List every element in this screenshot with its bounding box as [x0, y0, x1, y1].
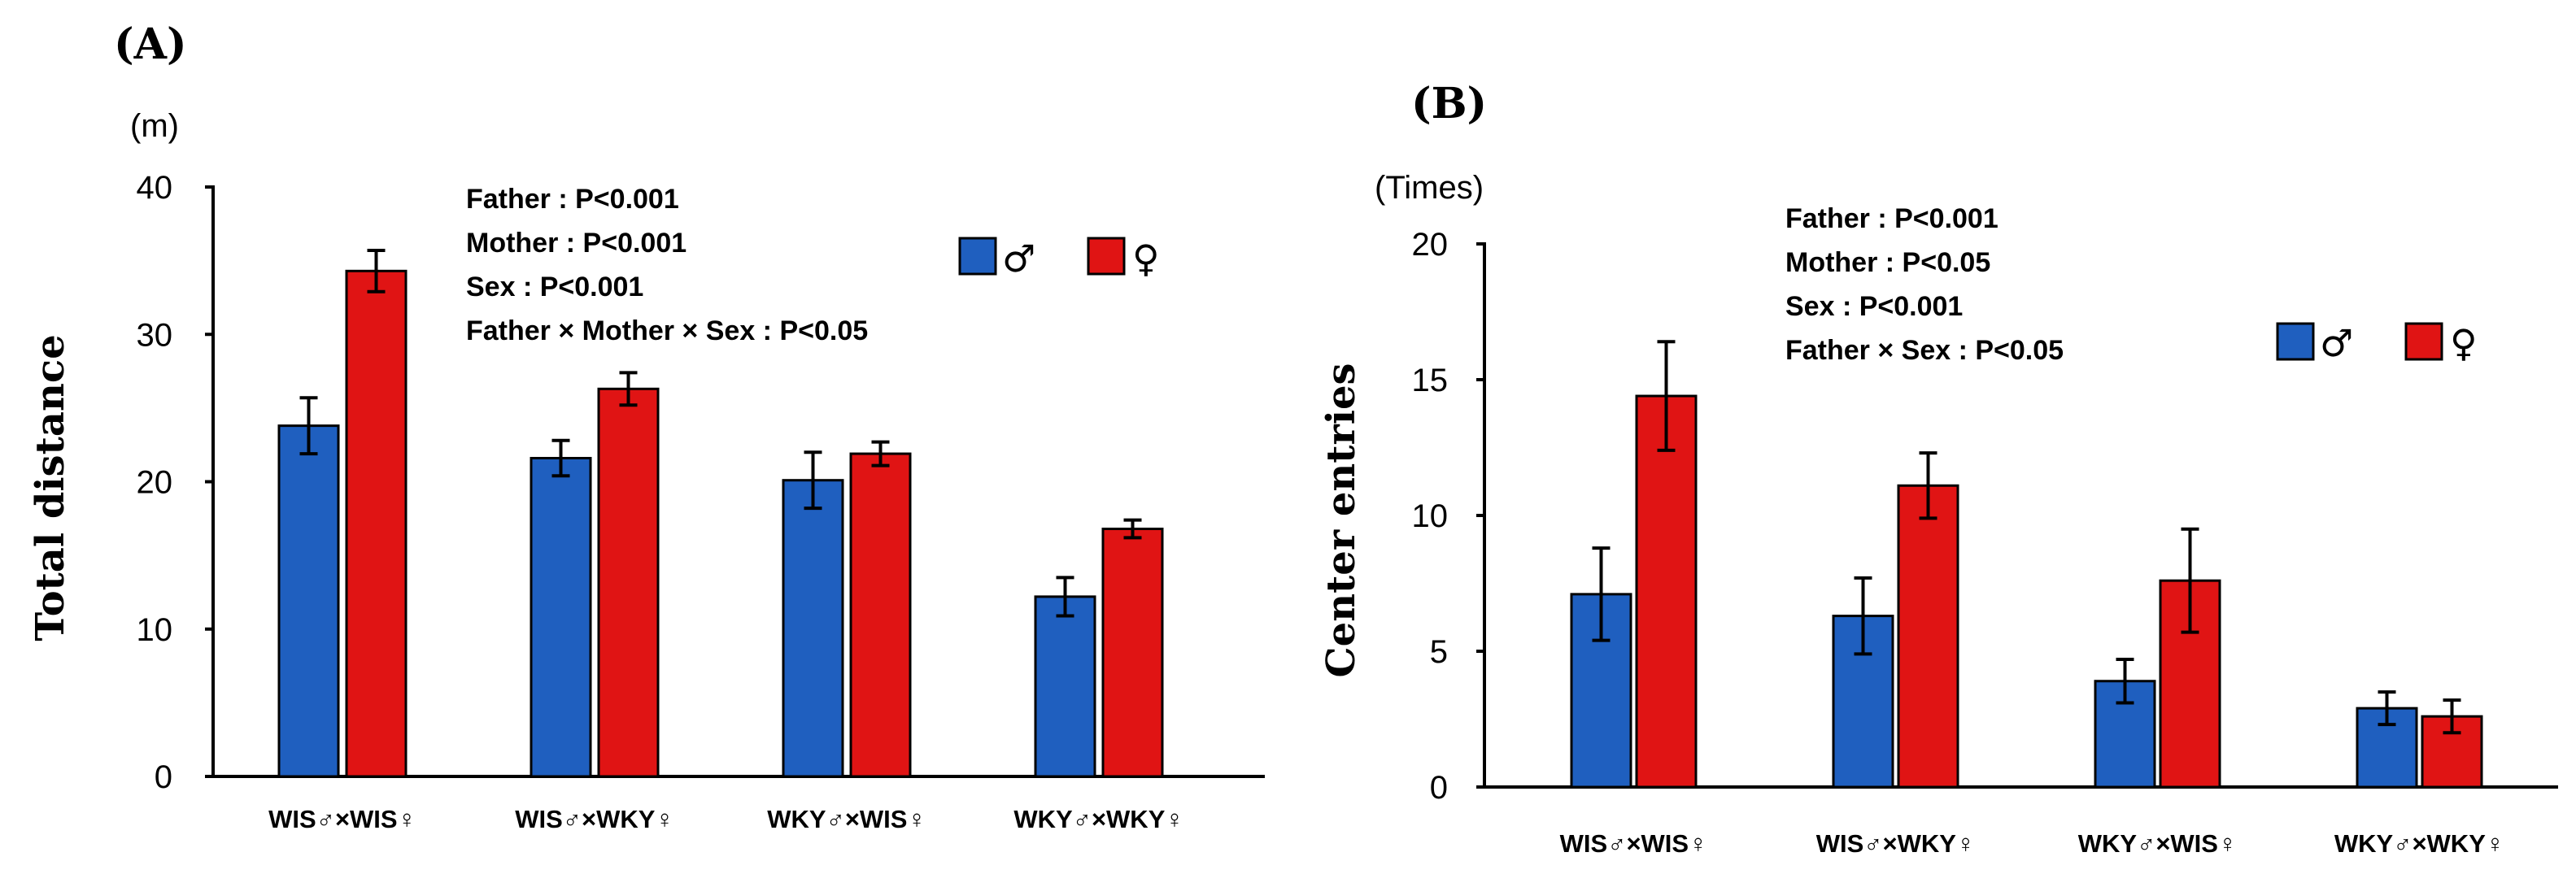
panel-a-error-bar-male	[551, 438, 570, 478]
panel-b-error-bar-male	[1592, 546, 1611, 642]
panel-a-y-tick-label: 40	[137, 170, 173, 206]
panel-b-bar-female	[1897, 484, 1959, 789]
panel-b-legend-male-swatch	[2276, 322, 2315, 361]
panel-b-error-bar-male	[2378, 690, 2396, 727]
panel-a-bar-female	[1101, 528, 1164, 778]
panel-a-legend-male-label: ♂	[1002, 237, 1035, 280]
panel-b-legend-female-label: ♀	[2450, 321, 2478, 365]
panel-a-category-label: WIS♂×WIS♀	[268, 805, 416, 833]
panel-a-error-bar-female	[367, 248, 386, 294]
panel-a-error-bar-female	[871, 440, 890, 467]
panel-b-error-bar-female	[2443, 698, 2461, 735]
panel-a-stat-father: Father : P<0.001	[466, 184, 679, 215]
panel-b-y-tick-label: 0	[1430, 770, 1448, 806]
panel-b-error-bar-female	[1919, 451, 1937, 520]
panel-b-error-bar-female	[2181, 527, 2199, 634]
panel-a-error-bar-female	[1123, 518, 1142, 540]
panel-a-y-tick-label: 20	[137, 465, 173, 501]
panel-a-y-tick-label: 0	[155, 759, 172, 795]
panel-a-plot-area: 0 10 20 30 40 WIS♂×WIS♀ WIS♂×WKY♀ WKY♂×WIS♀ WKY♂…	[137, 170, 1265, 833]
panel-b-stat-sex: Sex : P<0.001	[1785, 291, 1963, 322]
panel-b-category-label: WIS♂×WKY♀	[1816, 829, 1975, 858]
panel-b-stat-mother: Mother : P<0.05	[1785, 247, 1990, 278]
panel-a-unit-label: (m)	[130, 108, 179, 144]
panel-a-bar-male	[277, 424, 340, 778]
panel-b-bar-female	[1635, 394, 1698, 789]
panel-b-legend: ♂ ♀	[2276, 321, 2478, 365]
panel-b-y-tick-label: 5	[1430, 634, 1448, 670]
panel-b-stat-interaction: Father × Sex : P<0.05	[1785, 335, 2064, 366]
panel-b-error-bar-female	[1657, 340, 1676, 452]
panel-a-legend-female-swatch	[1087, 237, 1126, 276]
panel-a-y-tick-label: 30	[137, 317, 173, 353]
panel-a-legend: ♂ ♀	[958, 237, 1160, 280]
panel-a-error-bar-female	[619, 371, 638, 407]
panel-a-error-bar-male	[1056, 576, 1074, 618]
panel-a-y-tick-label: 10	[137, 612, 173, 648]
panel-b-y-tick-label: 15	[1412, 363, 1449, 398]
panel-a-bar-female	[345, 269, 408, 778]
panel-a-stats: Father : P<0.001 Mother : P<0.001 Sex : …	[466, 184, 868, 346]
panel-a-stat-sex: Sex : P<0.001	[466, 272, 643, 302]
panel-a-bar-female	[597, 387, 660, 778]
panel-a-legend-female-label: ♀	[1132, 237, 1160, 280]
panel-a-bar-female	[849, 452, 912, 778]
panel-a-error-bar-male	[804, 450, 822, 511]
panel-a-category-label: WKY♂×WIS♀	[767, 805, 926, 833]
panel-b-legend-female-swatch	[2404, 322, 2443, 361]
panel-a-bar-male	[1034, 595, 1096, 778]
panel-b-category-label: WIS♂×WIS♀	[1560, 829, 1708, 858]
panel-b-plot-area: 0 5 10 15 20 WIS♂×WIS♀ WIS♂×WKY♀ WKY♂×WIS♀ WKY♂×…	[1412, 227, 2558, 858]
panel-b-chart: (B) (Times) Center entries Father : P<0.…	[1319, 79, 2558, 858]
panel-a-category-label: WKY♂×WKY♀	[1013, 805, 1183, 833]
panel-a-stat-interaction: Father × Mother × Sex : P<0.05	[466, 315, 868, 346]
panel-a-category-label: WIS♂×WKY♀	[515, 805, 673, 833]
panel-b-category-label: WKY♂×WKY♀	[2334, 829, 2504, 858]
panel-b-error-bar-male	[2116, 658, 2134, 705]
panel-a-error-bar-male	[299, 396, 318, 456]
panel-b-y-tick-label: 20	[1412, 227, 1449, 263]
panel-b-y-axis-label: Center entries	[1319, 363, 1364, 677]
panel-b-letter: (B)	[1411, 79, 1487, 128]
panel-a-stat-mother: Mother : P<0.001	[466, 228, 686, 259]
panel-b-y-tick-label: 10	[1412, 498, 1449, 534]
panel-b-legend-male-label: ♂	[2320, 321, 2353, 365]
panel-a-chart: (A) (m) Total distance Father : P<0.001 …	[28, 20, 1265, 833]
panel-a-bar-male	[530, 457, 592, 778]
panel-b-error-bar-male	[1854, 576, 1872, 656]
panel-b-stats: Father : P<0.001 Mother : P<0.05 Sex : P…	[1785, 203, 2064, 366]
panel-a-bar-male	[782, 479, 844, 778]
panel-b-stat-father: Father : P<0.001	[1785, 203, 1998, 234]
panel-a-legend-male-swatch	[958, 237, 997, 276]
panel-b-unit-label: (Times)	[1375, 170, 1484, 206]
panel-b-category-label: WKY♂×WIS♀	[2078, 829, 2237, 858]
panel-a-letter: (A)	[114, 20, 187, 69]
panel-a-y-axis-label: Total distance	[28, 334, 73, 641]
